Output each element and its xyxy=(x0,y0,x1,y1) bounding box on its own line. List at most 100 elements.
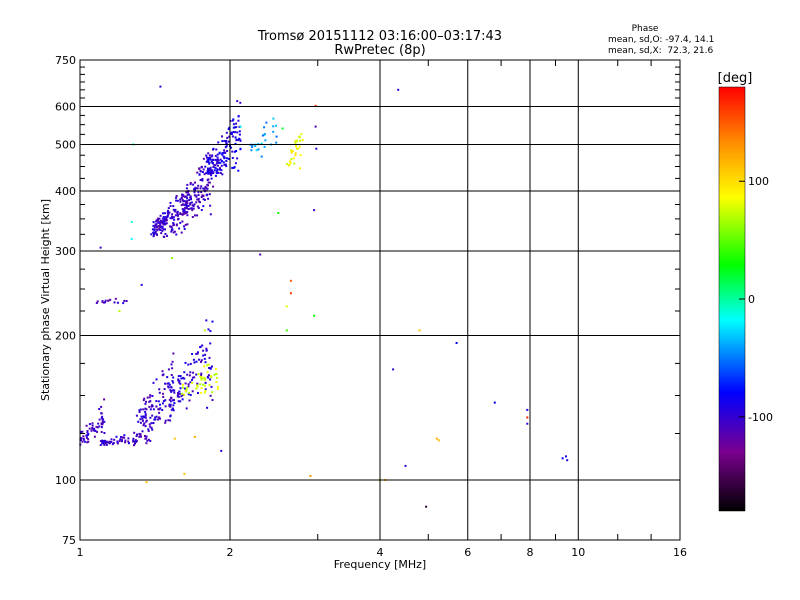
data-point xyxy=(134,442,136,445)
data-point xyxy=(179,198,182,201)
data-point xyxy=(192,358,195,361)
data-point xyxy=(200,185,203,188)
data-point xyxy=(196,214,199,217)
data-point xyxy=(186,183,189,186)
data-point xyxy=(239,147,242,150)
data-point xyxy=(198,358,201,361)
data-point xyxy=(145,408,148,411)
data-point xyxy=(152,408,155,411)
data-point xyxy=(172,352,175,355)
data-point xyxy=(171,217,174,220)
data-point xyxy=(187,191,190,194)
data-point xyxy=(102,442,105,445)
data-point xyxy=(99,444,102,446)
data-point xyxy=(404,464,407,467)
data-point xyxy=(203,379,206,382)
data-point xyxy=(186,223,189,226)
data-point xyxy=(238,133,241,136)
data-point xyxy=(105,443,108,446)
data-point xyxy=(202,194,205,197)
data-point xyxy=(292,157,295,160)
x-tick-label: 10 xyxy=(571,546,585,559)
data-point xyxy=(201,178,204,180)
data-point xyxy=(113,438,116,441)
y-tick-label: 500 xyxy=(55,139,76,152)
data-points xyxy=(79,85,569,508)
data-point xyxy=(120,436,122,439)
data-point xyxy=(206,179,209,182)
data-point xyxy=(227,128,230,131)
data-point xyxy=(293,162,296,165)
data-point xyxy=(189,183,192,186)
data-point xyxy=(175,199,178,202)
data-point xyxy=(200,360,202,363)
data-point xyxy=(290,151,293,154)
data-point xyxy=(202,157,205,160)
data-point xyxy=(205,319,208,322)
data-point xyxy=(237,139,239,141)
data-point xyxy=(289,161,292,164)
data-point xyxy=(189,203,191,206)
data-point xyxy=(203,391,206,394)
data-point xyxy=(171,360,174,363)
data-point xyxy=(197,197,200,200)
data-point xyxy=(210,177,213,180)
data-point xyxy=(208,193,211,196)
x-tick-label: 8 xyxy=(527,546,534,559)
data-point xyxy=(183,472,186,475)
data-point xyxy=(185,195,188,198)
data-point xyxy=(195,352,198,355)
colorbar-ticks: 100 0 -100 xyxy=(718,86,773,512)
data-point xyxy=(113,301,116,304)
data-point xyxy=(301,139,304,141)
data-point xyxy=(179,387,182,390)
data-point xyxy=(209,330,212,333)
data-point xyxy=(223,157,226,160)
data-point xyxy=(455,342,458,344)
data-point xyxy=(200,359,203,362)
data-point xyxy=(183,225,185,228)
data-point xyxy=(191,216,194,218)
data-point xyxy=(101,421,104,424)
data-point xyxy=(181,198,184,201)
data-point xyxy=(203,329,206,332)
data-point xyxy=(93,429,95,432)
data-point xyxy=(97,422,100,425)
data-point xyxy=(141,430,144,433)
data-point xyxy=(199,201,201,204)
data-point xyxy=(186,202,189,205)
y-axis-label: Stationary phase Virtual Height [km] xyxy=(39,199,52,401)
data-point xyxy=(167,419,170,422)
data-point xyxy=(168,383,171,386)
data-point xyxy=(231,150,234,153)
data-point xyxy=(202,383,205,386)
data-point xyxy=(144,410,147,413)
data-point xyxy=(223,140,226,142)
data-point xyxy=(265,121,268,124)
data-point xyxy=(109,298,112,301)
data-point xyxy=(169,205,172,207)
data-point xyxy=(170,230,173,233)
data-point xyxy=(103,432,106,434)
data-point xyxy=(216,168,219,171)
data-point xyxy=(153,233,155,236)
data-point xyxy=(187,383,190,386)
data-point xyxy=(219,161,222,164)
data-point xyxy=(169,419,172,422)
data-point xyxy=(193,194,196,197)
data-point xyxy=(153,226,156,229)
data-point xyxy=(157,219,160,221)
data-point xyxy=(189,394,192,396)
data-point xyxy=(108,442,111,445)
data-point xyxy=(177,379,180,382)
data-point xyxy=(234,142,237,145)
data-point xyxy=(193,191,196,194)
data-point xyxy=(220,164,223,167)
data-point xyxy=(176,213,179,216)
data-point xyxy=(184,390,187,393)
data-point xyxy=(255,149,258,152)
data-point xyxy=(207,167,210,170)
data-point xyxy=(313,209,316,212)
data-point xyxy=(158,408,161,411)
